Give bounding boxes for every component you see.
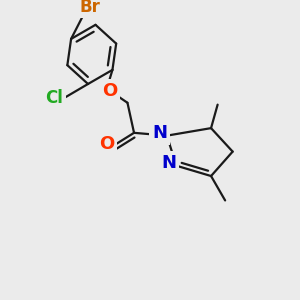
- Text: O: O: [102, 82, 117, 100]
- Text: Br: Br: [80, 0, 100, 16]
- Text: N: N: [152, 124, 167, 142]
- Text: Cl: Cl: [45, 89, 63, 107]
- Text: N: N: [161, 154, 176, 172]
- Text: O: O: [99, 135, 114, 153]
